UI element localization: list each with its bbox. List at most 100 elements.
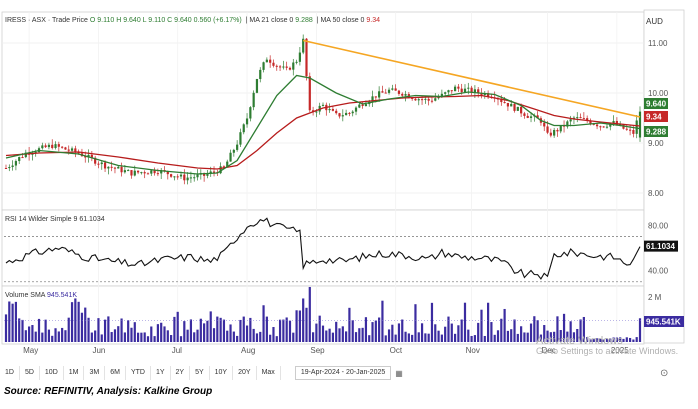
volume-bar bbox=[477, 322, 480, 342]
candle-body bbox=[113, 167, 117, 169]
candle-body bbox=[64, 147, 67, 150]
ma50-price-tag bbox=[644, 111, 668, 122]
candle-body bbox=[453, 86, 457, 92]
candle-body bbox=[513, 103, 516, 111]
volume-bar bbox=[8, 301, 11, 342]
volume-bar bbox=[321, 325, 325, 342]
candle-body bbox=[397, 90, 401, 94]
volume-bar bbox=[57, 331, 60, 342]
volume-bar bbox=[252, 328, 255, 342]
candle-body bbox=[265, 59, 268, 63]
volume-bar bbox=[77, 301, 80, 342]
volume-bar bbox=[503, 308, 506, 342]
ma21-legend: MA 21 close 0 bbox=[249, 17, 294, 24]
candle-body bbox=[315, 111, 318, 113]
volume-bar bbox=[638, 318, 642, 342]
volume-bar bbox=[47, 329, 51, 342]
month-tick-label: Oct bbox=[390, 346, 403, 355]
candle-body bbox=[245, 118, 249, 125]
volume-bar bbox=[113, 329, 117, 342]
candle-body bbox=[470, 87, 473, 93]
candle-body bbox=[130, 170, 133, 176]
period-button-1m[interactable]: 1M bbox=[64, 366, 85, 380]
volume-bar bbox=[255, 333, 259, 342]
period-button-1y[interactable]: 1Y bbox=[151, 366, 171, 380]
volume-bar bbox=[513, 319, 516, 342]
volume-bar bbox=[457, 325, 460, 342]
candle-body bbox=[140, 172, 143, 174]
period-button-10d[interactable]: 10D bbox=[40, 366, 64, 380]
volume-bar bbox=[354, 332, 358, 342]
volume-bar bbox=[516, 333, 519, 342]
candle-body bbox=[321, 104, 325, 106]
month-tick-label: Jul bbox=[172, 346, 182, 355]
period-button-max[interactable]: Max bbox=[257, 366, 281, 380]
candle-body bbox=[153, 170, 156, 174]
candle-body bbox=[61, 146, 64, 148]
ma21-line bbox=[5, 74, 641, 175]
candle-body bbox=[117, 166, 120, 169]
chart-type: Trade Price bbox=[51, 17, 88, 24]
candle-body bbox=[615, 120, 618, 125]
period-button-6m[interactable]: 6M bbox=[105, 366, 126, 380]
calendar-icon[interactable]: ▦ bbox=[395, 368, 403, 378]
volume-bar bbox=[278, 319, 282, 342]
period-button-ytd[interactable]: YTD bbox=[126, 366, 151, 380]
volume-bar bbox=[635, 337, 638, 342]
settings-icon[interactable]: ⊙ bbox=[660, 367, 669, 379]
candle-body bbox=[242, 124, 245, 133]
volume-bar bbox=[84, 307, 87, 342]
candle-body bbox=[18, 157, 21, 162]
volume-bar bbox=[536, 320, 539, 342]
candle-body bbox=[463, 88, 467, 93]
volume-bar bbox=[622, 338, 625, 342]
price-tick-label: 8.00 bbox=[648, 189, 664, 198]
period-button-5d[interactable]: 5D bbox=[20, 366, 40, 380]
candle-body bbox=[252, 92, 255, 108]
volume-legend-value: 945.541K bbox=[47, 292, 78, 299]
candle-body bbox=[84, 156, 87, 158]
volume-bar bbox=[411, 334, 414, 342]
volume-bar bbox=[450, 323, 453, 342]
volume-bar bbox=[239, 319, 242, 342]
candle-body bbox=[285, 66, 288, 68]
volume-bar bbox=[348, 307, 351, 342]
volume-bar bbox=[520, 326, 523, 342]
period-button-2y[interactable]: 2Y bbox=[171, 366, 191, 380]
volume-bar bbox=[440, 334, 443, 342]
candle-body bbox=[236, 144, 239, 150]
rsi-legend: RSI 14 Wilder Simple 9 61.1034 bbox=[5, 216, 105, 223]
candle-body bbox=[229, 152, 232, 162]
candle-body bbox=[424, 98, 427, 100]
right-axis-panel bbox=[643, 9, 685, 344]
date-range-selector[interactable]: 19-Apr-2024 - 20-Jan-2025 bbox=[294, 366, 392, 380]
period-button-10y[interactable]: 10Y bbox=[210, 366, 234, 380]
volume-bar bbox=[31, 325, 34, 342]
volume-bar bbox=[381, 300, 384, 342]
volume-bar bbox=[364, 317, 368, 342]
volume-bar bbox=[282, 319, 285, 342]
candle-body bbox=[24, 152, 27, 158]
candle-body bbox=[186, 177, 189, 181]
volume-bar bbox=[156, 324, 159, 342]
volume-bar bbox=[473, 335, 476, 342]
volume-bar bbox=[315, 323, 318, 342]
period-button-20y[interactable]: 20Y bbox=[233, 366, 257, 380]
candle-body bbox=[378, 91, 381, 98]
candle-body bbox=[595, 124, 599, 127]
volume-bar bbox=[61, 327, 64, 342]
activate-windows-watermark: Activate Windows Go to Settings to activ… bbox=[536, 336, 679, 357]
candle-body bbox=[183, 174, 186, 181]
volume-bar bbox=[186, 329, 189, 342]
period-button-3m[interactable]: 3M bbox=[84, 366, 106, 380]
volume-bar bbox=[331, 332, 335, 342]
watermark-line-2: Go to Settings to activate Windows. bbox=[536, 346, 679, 356]
volume-bar bbox=[229, 324, 232, 342]
candle-body bbox=[625, 128, 628, 130]
volume-bar bbox=[295, 310, 298, 342]
period-button-1d[interactable]: 1D bbox=[0, 366, 20, 380]
period-button-5y[interactable]: 5Y bbox=[190, 366, 210, 380]
volume-bar bbox=[302, 298, 305, 342]
volume-bar bbox=[232, 331, 235, 342]
